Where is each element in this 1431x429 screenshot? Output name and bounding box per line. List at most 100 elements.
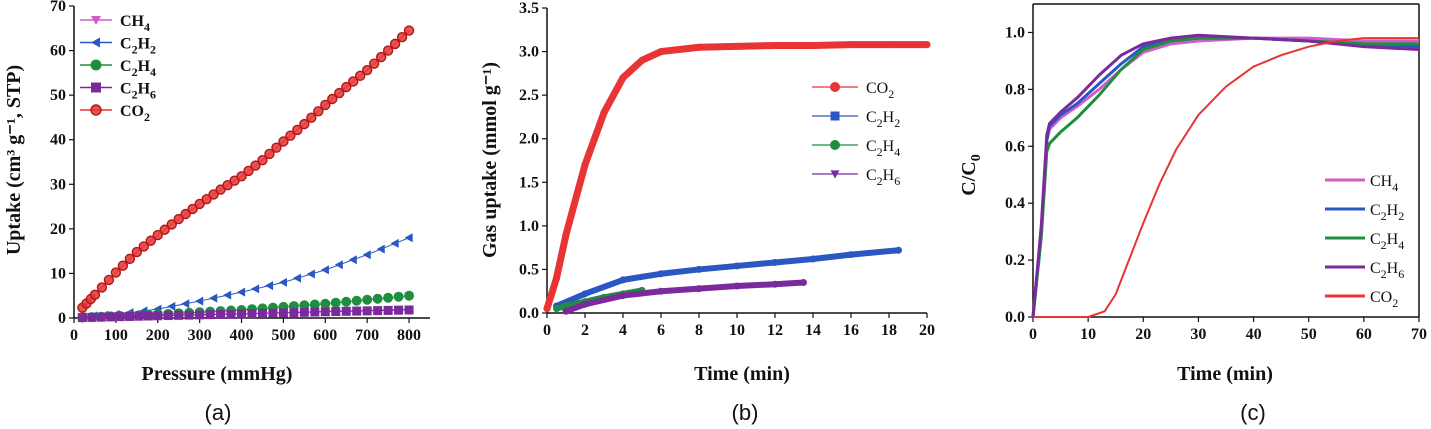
panel-a-point-CO2 [138,241,150,252]
panel-b-legend-label-CO2: CO2 [866,80,894,101]
panel-a-point-CO2 [243,165,254,177]
panel-c-ylabel-part: C/C [958,161,980,195]
panel-b-ytick-label: 1.5 [519,174,539,191]
panel-a-point-C2H6 [96,312,106,322]
panel-a-point-CO2 [257,155,268,166]
panel-a-point-C2H6 [268,308,278,318]
panel-a-legend-label-C2H4-part: C [120,58,132,75]
panel-a-ytick-label: 30 [50,176,66,193]
panel-a-point-C2H6 [134,311,144,321]
panel-a-point-CO2 [382,45,394,56]
panel-c-legend-label-C2H4-part: C [1370,231,1381,248]
panel-a-xlabel: Pressure (mmHg) [142,363,293,385]
panel-a-point-CO2 [117,260,129,271]
panel-a-ytick-label: 20 [50,221,66,238]
panel-c-legend-label-CO2-sub: 2 [1392,296,1398,310]
panel-b-point-CO2 [619,74,627,82]
panel-a-point-C2H6 [87,312,97,322]
panel-b-xtick-label: 2 [581,322,589,339]
panel-a-point-C2H6 [278,308,288,318]
panel-b-point-C2H4 [553,305,560,313]
panel-a-point-C2H6 [115,312,125,322]
panel-a-legend-label-C2H2-sub: 2 [132,43,138,57]
panel-a-point-CO2 [334,87,345,99]
panel-a-ytick-label: 60 [50,43,66,60]
panel-a-ytick-label: 50 [50,87,66,104]
panel-a-xtick-label: 200 [146,327,170,344]
panel-b-point-C2H6 [800,279,807,286]
panel-b-point-C2H2 [847,251,855,259]
panel-c-xtick-label: 10 [1080,326,1096,343]
panel-c-chart: 0 10 20 30 40 50 60 700.00.20.40.60.81.0 CH4C2H… [958,3,1427,425]
panel-a-point-C2H6 [299,307,309,317]
panel-c-ytick-label: 0.6 [1005,138,1025,155]
panel-a-point-C2H6 [383,305,393,315]
panel-a-point-CO2 [348,76,359,87]
panel-b-legend-label-C2H4-part: C [866,138,877,155]
panel-b-point-C2H2 [619,276,627,284]
panel-a-point-C2H6 [205,310,215,320]
panel-a-point-C2H6 [124,311,134,321]
panel-a-point-CO2 [180,208,191,220]
panel-b-ytick-label: 1.0 [519,218,539,235]
panel-c-ylabel-sub: 0 [969,154,984,161]
panel-b-legend-label-C2H4-sub: 4 [894,145,900,159]
panel-b-point-CO2 [809,41,817,49]
panel-a-xtick-label: 400 [230,327,254,344]
panel-a-point-CO2 [250,160,261,171]
panel-a-xtick-label: 800 [397,327,421,344]
panel-c-legend-label-C2H2-sub: 2 [1381,209,1387,223]
panel-b-point-C2H2 [581,290,589,298]
panel-b-point-C2H2 [771,258,779,266]
panel-a-ytick-label: 0 [58,310,66,327]
panel-b-label: (b) [732,400,759,425]
panel-b-point-CO2 [885,41,893,49]
panel-a-point-C2H2 [320,265,329,275]
panel-b-legend-marker-C2H2 [830,111,840,121]
panel-b-point-CO2 [600,109,608,117]
panel-a-ytick-label: 10 [50,265,66,282]
panel-b-point-C2H6 [733,282,741,290]
panel-c-xtick-label: 0 [1029,326,1037,343]
panel-c-marks [1031,33,1420,318]
panel-a-point-CO2 [327,93,338,105]
panel-b-marks [543,41,931,315]
panel-c-ytick-label: 0.4 [1005,195,1025,212]
panel-a-legend-label-C2H4-sub: 4 [150,65,156,79]
panel-b-point-CO2 [923,41,931,49]
panel-a-point-C2H4 [362,294,373,305]
panel-a-point-CO2 [368,58,380,69]
panel-b-point-C2H6 [771,280,779,288]
panel-b-legend-label-C2H6: C2H6 [866,167,900,188]
panel-a-point-CO2 [201,193,212,205]
panel-c-series-C2H2 [1031,36,1420,318]
panel-a-point-C2H4 [383,292,394,303]
panel-a-xtick-label: 0 [70,327,78,344]
panel-a-point-C2H6 [352,306,362,316]
panel-c-legend-label-CH4-sub: 4 [1392,180,1398,194]
panel-a-point-C2H2 [181,299,190,309]
panel-a-legend-label-C2H6-part: C [120,81,132,98]
panel-a-point-CO2 [208,189,219,200]
panel-a-point-CO2 [173,213,184,225]
panel-b-xtick-label: 10 [729,322,745,339]
panel-a-point-CO2 [159,224,170,235]
panel-a-legend-label-C2H2-sub: 2 [150,43,156,57]
panel-a-point-C2H6 [289,308,299,318]
panel-b-legend-label-C2H4: C2H4 [866,138,900,159]
panel-b-legend-label-C2H2: C2H2 [866,109,900,130]
panel-a-point-CO2 [166,219,177,230]
panel-a-point-C2H6 [143,311,153,321]
panel-b-point-CO2 [657,48,665,56]
panel-b-xlabel: Time (min) [694,363,790,385]
panel-a-xtick-label: 600 [313,327,337,344]
panel-a-point-C2H4 [393,291,404,302]
panel-c-legend-label-CO2: CO2 [1370,289,1398,310]
panel-a-point-C2H4 [372,293,383,304]
panel-a-point-C2H2 [376,244,385,254]
panel-a-legend-label-C2H6-part: H [138,81,151,98]
panel-b-point-CO2 [562,231,570,239]
panel-a-point-C2H2 [362,250,371,260]
